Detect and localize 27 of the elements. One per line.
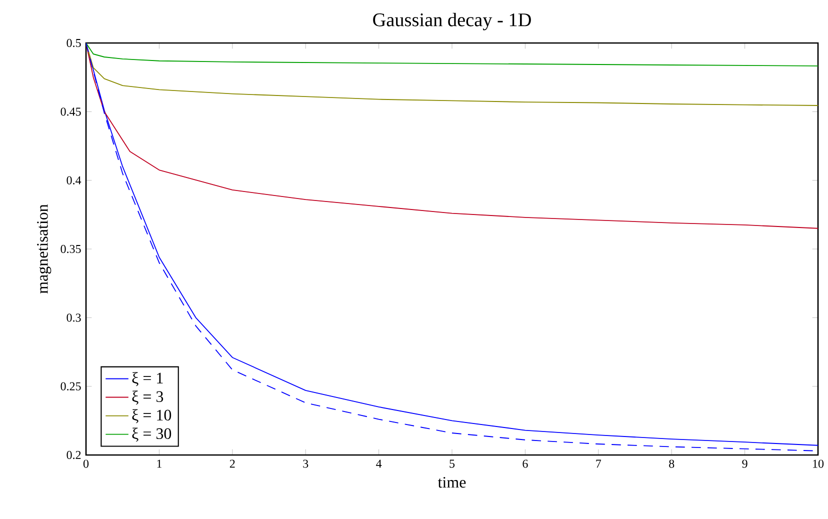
legend-label: ξ = 30: [132, 428, 172, 442]
x-tick-label: 7: [596, 460, 602, 468]
y-tick-label: 0.25: [60, 382, 81, 390]
y-tick-label: 0.5: [66, 38, 81, 48]
x-axis-title: time: [438, 476, 466, 488]
x-tick-label: 10: [813, 460, 824, 468]
y-tick-label: 0.2: [66, 450, 81, 460]
x-tick-label: 2: [230, 460, 235, 468]
y-tick-label: 0.45: [60, 108, 81, 116]
chart-title: Gaussian decay - 1D: [373, 12, 531, 30]
x-tick-label: 3: [303, 460, 308, 468]
x-tick-label: 8: [669, 460, 674, 468]
y-tick-label: 0.3: [66, 314, 81, 322]
y-tick-label: 0.4: [66, 176, 82, 184]
legend-label: ξ = 3: [132, 390, 164, 405]
x-tick-label: 4: [376, 460, 382, 468]
y-axis-title: magnetisation: [37, 204, 52, 294]
line-series: [86, 43, 818, 66]
x-tick-label: 1: [157, 460, 162, 468]
x-tick-label: 5: [450, 460, 455, 468]
legend-label: ξ = 10: [132, 409, 172, 424]
legend-label: ξ = 1: [132, 372, 163, 386]
line-series: [86, 43, 818, 106]
x-tick-label: 9: [742, 460, 748, 468]
y-tick-label: 0.35: [60, 244, 81, 254]
x-tick-label: 6: [522, 460, 528, 468]
x-tick-label: 0: [83, 460, 89, 468]
